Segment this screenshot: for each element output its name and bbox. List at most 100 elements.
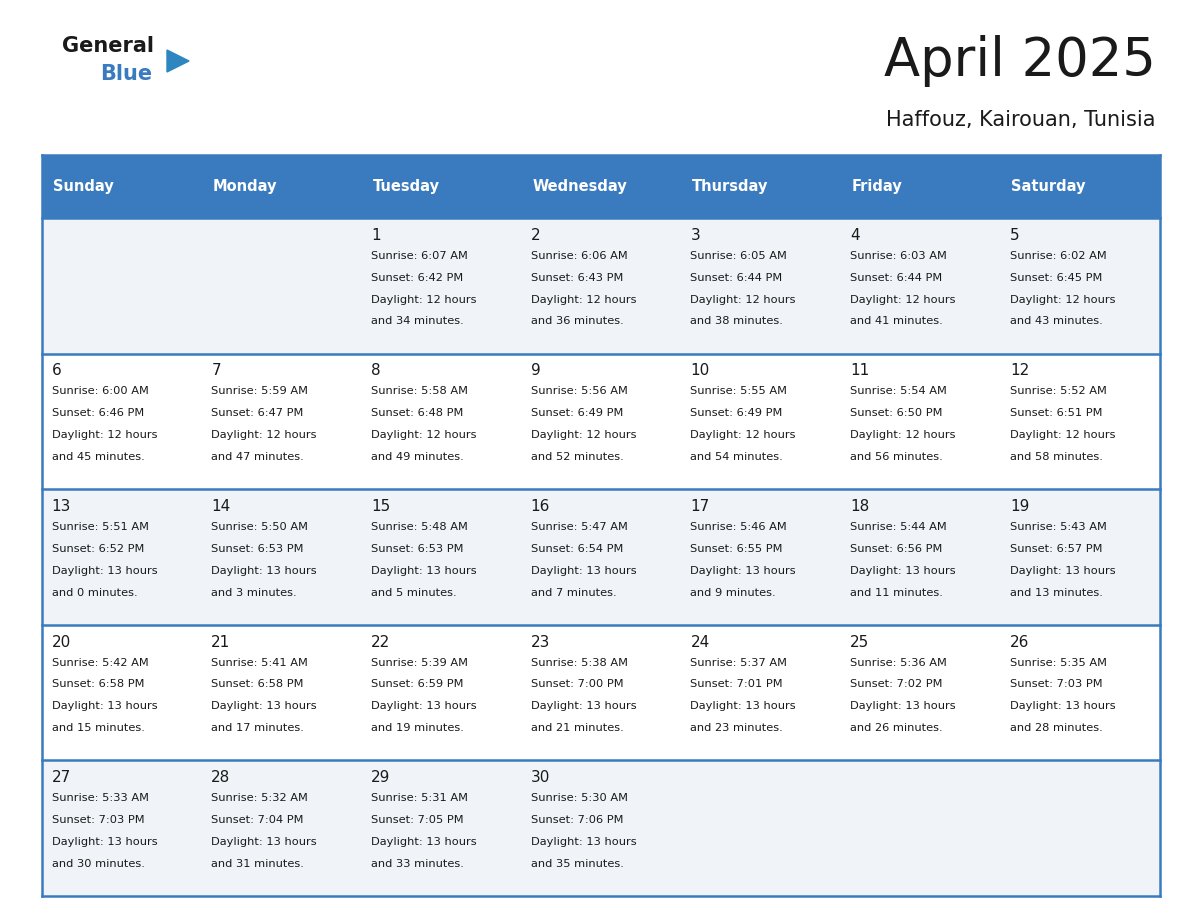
Text: Daylight: 12 hours: Daylight: 12 hours <box>371 431 476 440</box>
Bar <box>202 625 361 760</box>
Text: Daylight: 13 hours: Daylight: 13 hours <box>211 837 317 847</box>
Text: 16: 16 <box>531 499 550 514</box>
Text: and 49 minutes.: and 49 minutes. <box>371 452 463 462</box>
Text: Sunset: 6:54 PM: Sunset: 6:54 PM <box>531 543 623 554</box>
Text: and 0 minutes.: and 0 minutes. <box>51 588 137 598</box>
Bar <box>681 353 841 489</box>
Bar <box>202 489 361 625</box>
Text: Daylight: 13 hours: Daylight: 13 hours <box>211 565 317 576</box>
Text: 23: 23 <box>531 634 550 650</box>
Text: Sunrise: 5:39 AM: Sunrise: 5:39 AM <box>371 657 468 667</box>
Text: Sunrise: 5:32 AM: Sunrise: 5:32 AM <box>211 793 308 803</box>
Bar <box>361 218 522 353</box>
Text: Sunrise: 5:56 AM: Sunrise: 5:56 AM <box>531 386 627 397</box>
Text: Daylight: 12 hours: Daylight: 12 hours <box>851 295 955 305</box>
Text: Sunset: 6:58 PM: Sunset: 6:58 PM <box>211 679 304 689</box>
Bar <box>361 155 522 218</box>
Text: Daylight: 12 hours: Daylight: 12 hours <box>531 295 637 305</box>
Text: Sunset: 7:04 PM: Sunset: 7:04 PM <box>211 815 304 825</box>
Text: and 3 minutes.: and 3 minutes. <box>211 588 297 598</box>
Bar <box>681 155 841 218</box>
Text: Monday: Monday <box>213 179 277 194</box>
Bar <box>522 489 681 625</box>
Text: Sunrise: 5:59 AM: Sunrise: 5:59 AM <box>211 386 309 397</box>
Text: Daylight: 13 hours: Daylight: 13 hours <box>1010 701 1116 711</box>
Text: Sunset: 6:44 PM: Sunset: 6:44 PM <box>690 273 783 283</box>
Bar <box>42 155 202 218</box>
Text: and 33 minutes.: and 33 minutes. <box>371 859 463 868</box>
Text: Sunset: 7:00 PM: Sunset: 7:00 PM <box>531 679 624 689</box>
Text: 27: 27 <box>51 770 71 785</box>
Text: Sunrise: 5:30 AM: Sunrise: 5:30 AM <box>531 793 627 803</box>
Text: Sunset: 7:02 PM: Sunset: 7:02 PM <box>851 679 942 689</box>
Bar <box>1000 218 1159 353</box>
Text: 4: 4 <box>851 228 860 243</box>
Text: and 7 minutes.: and 7 minutes. <box>531 588 617 598</box>
Text: Sunrise: 6:07 AM: Sunrise: 6:07 AM <box>371 251 468 261</box>
Text: and 54 minutes.: and 54 minutes. <box>690 452 783 462</box>
Text: Sunrise: 6:00 AM: Sunrise: 6:00 AM <box>51 386 148 397</box>
Text: and 15 minutes.: and 15 minutes. <box>51 723 145 733</box>
Text: and 34 minutes.: and 34 minutes. <box>371 317 463 327</box>
Text: Sunset: 6:49 PM: Sunset: 6:49 PM <box>531 409 623 419</box>
Text: 18: 18 <box>851 499 870 514</box>
Text: Sunrise: 5:37 AM: Sunrise: 5:37 AM <box>690 657 788 667</box>
Text: 11: 11 <box>851 364 870 378</box>
Text: 29: 29 <box>371 770 391 785</box>
Text: Sunset: 7:05 PM: Sunset: 7:05 PM <box>371 815 463 825</box>
Bar <box>42 760 202 896</box>
Text: Daylight: 12 hours: Daylight: 12 hours <box>690 431 796 440</box>
Text: Daylight: 12 hours: Daylight: 12 hours <box>1010 431 1116 440</box>
Text: and 41 minutes.: and 41 minutes. <box>851 317 943 327</box>
Text: and 5 minutes.: and 5 minutes. <box>371 588 456 598</box>
Text: Daylight: 13 hours: Daylight: 13 hours <box>531 837 637 847</box>
Text: Sunset: 6:42 PM: Sunset: 6:42 PM <box>371 273 463 283</box>
Bar <box>522 218 681 353</box>
Text: Sunset: 6:53 PM: Sunset: 6:53 PM <box>211 543 304 554</box>
Bar <box>361 353 522 489</box>
Bar <box>841 489 1000 625</box>
Bar <box>841 625 1000 760</box>
Bar <box>1000 353 1159 489</box>
Text: Daylight: 13 hours: Daylight: 13 hours <box>51 837 157 847</box>
Text: Sunrise: 5:55 AM: Sunrise: 5:55 AM <box>690 386 788 397</box>
Text: Daylight: 13 hours: Daylight: 13 hours <box>371 837 476 847</box>
Text: 28: 28 <box>211 770 230 785</box>
Text: Sunset: 6:48 PM: Sunset: 6:48 PM <box>371 409 463 419</box>
Text: Sunset: 6:46 PM: Sunset: 6:46 PM <box>51 409 144 419</box>
Text: 7: 7 <box>211 364 221 378</box>
Bar <box>681 489 841 625</box>
Text: Daylight: 12 hours: Daylight: 12 hours <box>1010 295 1116 305</box>
Text: Sunset: 7:01 PM: Sunset: 7:01 PM <box>690 679 783 689</box>
Bar <box>841 760 1000 896</box>
Bar <box>522 353 681 489</box>
Text: 1: 1 <box>371 228 380 243</box>
Text: 15: 15 <box>371 499 391 514</box>
Text: Sunset: 6:45 PM: Sunset: 6:45 PM <box>1010 273 1102 283</box>
Text: and 13 minutes.: and 13 minutes. <box>1010 588 1102 598</box>
Text: 30: 30 <box>531 770 550 785</box>
Bar <box>42 625 202 760</box>
Bar <box>42 353 202 489</box>
Text: 5: 5 <box>1010 228 1019 243</box>
Text: 14: 14 <box>211 499 230 514</box>
Bar <box>841 155 1000 218</box>
Text: 19: 19 <box>1010 499 1029 514</box>
Text: Daylight: 12 hours: Daylight: 12 hours <box>851 431 955 440</box>
Text: Sunset: 6:47 PM: Sunset: 6:47 PM <box>211 409 304 419</box>
Text: Daylight: 13 hours: Daylight: 13 hours <box>690 565 796 576</box>
Text: Sunset: 7:03 PM: Sunset: 7:03 PM <box>1010 679 1102 689</box>
Text: 8: 8 <box>371 364 380 378</box>
Text: 2: 2 <box>531 228 541 243</box>
Text: and 52 minutes.: and 52 minutes. <box>531 452 624 462</box>
Text: 25: 25 <box>851 634 870 650</box>
Text: and 26 minutes.: and 26 minutes. <box>851 723 943 733</box>
Text: 13: 13 <box>51 499 71 514</box>
Bar <box>202 353 361 489</box>
Text: Sunrise: 5:58 AM: Sunrise: 5:58 AM <box>371 386 468 397</box>
Text: Sunrise: 5:42 AM: Sunrise: 5:42 AM <box>51 657 148 667</box>
Text: Daylight: 12 hours: Daylight: 12 hours <box>371 295 476 305</box>
Text: 22: 22 <box>371 634 391 650</box>
Text: and 36 minutes.: and 36 minutes. <box>531 317 624 327</box>
Text: Sunrise: 6:06 AM: Sunrise: 6:06 AM <box>531 251 627 261</box>
